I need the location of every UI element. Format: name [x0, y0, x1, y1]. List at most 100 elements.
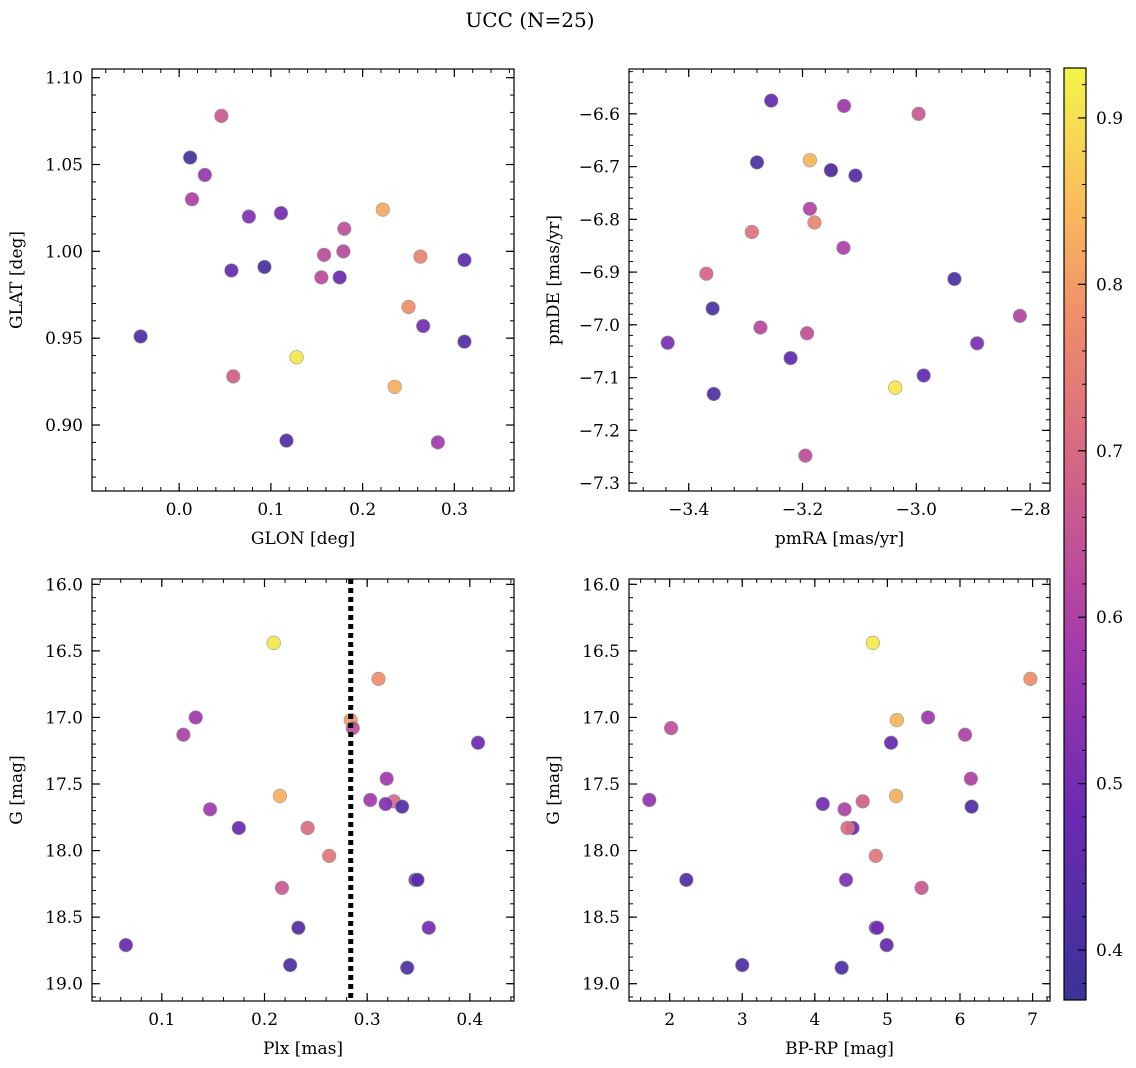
scatter-point — [735, 957, 750, 973]
scatter-point — [226, 369, 241, 384]
scatter-point — [176, 727, 191, 742]
y-tick-label: 18.5 — [582, 908, 620, 928]
y-tick-label: 1.05 — [45, 156, 83, 176]
scatter-point — [836, 98, 852, 114]
scatter-point — [699, 266, 714, 281]
scatter-point — [764, 93, 779, 108]
scatter-point — [889, 713, 904, 728]
scatter-point — [337, 221, 352, 236]
y-tick-label: −7.3 — [579, 474, 620, 494]
scatter-point — [705, 301, 720, 316]
colorbar-gradient — [1063, 67, 1087, 1001]
scatter-point — [241, 209, 256, 224]
scatter-point — [214, 108, 229, 123]
scatter-point — [837, 802, 852, 817]
scatter-point — [283, 957, 298, 973]
scatter-point — [920, 710, 936, 725]
scatter-point — [749, 155, 765, 170]
scatter-point — [855, 794, 870, 809]
panel-plx-g: 0.1 0.2 0.3 0.4 16.0 16.5 17.0 17.5 18.0 18.5 19.0… — [7, 575, 515, 1059]
scatter-point — [783, 350, 798, 366]
scatter-point — [430, 435, 445, 450]
scatter-point — [815, 796, 830, 812]
y-tick-label: 1.00 — [45, 242, 83, 262]
y-tick-label: 19.0 — [582, 975, 620, 995]
scatter-point — [332, 270, 347, 285]
scatter-point — [410, 872, 425, 887]
scatter-point — [888, 380, 903, 395]
scatter-point — [416, 318, 431, 334]
scatter-point — [279, 433, 294, 448]
colorbar-tick-label: 0.9 — [1096, 109, 1123, 129]
scatter-point — [802, 153, 818, 168]
x-tick-label: 0.3 — [354, 1010, 381, 1030]
scatter-point — [970, 336, 985, 351]
x-tick-label: 0.1 — [148, 1010, 175, 1030]
x-tick-label: 0.0 — [166, 500, 193, 520]
scatter-point — [188, 710, 203, 725]
scatter-point — [257, 259, 272, 275]
scatter-point — [916, 368, 931, 383]
x-axis-label: Plx [mas] — [263, 1039, 343, 1059]
y-tick-label: 17.5 — [582, 775, 620, 795]
colorbar-tick-label: 0.8 — [1096, 275, 1123, 295]
scatter-point — [807, 215, 822, 230]
scatter-point — [663, 720, 679, 736]
x-tick-label: −3.4 — [668, 500, 709, 520]
x-axis-label: BP-RP [mag] — [785, 1039, 894, 1059]
x-tick-label: 4 — [809, 1010, 820, 1030]
y-tick-label: 16.0 — [45, 575, 83, 595]
x-tick-label: 6 — [955, 1010, 966, 1030]
y-tick-label: −6.6 — [579, 105, 620, 125]
y-tick-label: 1.10 — [45, 69, 83, 89]
y-tick-label: −6.7 — [579, 158, 620, 178]
colorbar-tick-label: 0.5 — [1096, 775, 1123, 795]
panel-pmra-pmde: −3.4 −3.2 −3.0 −2.8 −7.3 −7.2 −7.1 −7.0 −6.9 −6.8… — [544, 68, 1051, 549]
x-tick-label: 3 — [737, 1010, 748, 1030]
x-tick-label: 2 — [664, 1010, 675, 1030]
panels: 0.0 0.1 0.2 0.3 0.90 0.95 1.00 1.05 1.10 GLON [de… — [7, 68, 1051, 1059]
scatter-point — [753, 320, 768, 335]
scatter-point — [375, 202, 390, 217]
scatter-point — [224, 263, 239, 278]
scatter-point — [231, 820, 246, 836]
scatter-point — [836, 240, 851, 255]
scatter-point — [834, 960, 849, 975]
scatter-point — [848, 168, 863, 183]
scatter-point — [202, 802, 218, 817]
scatter-point — [184, 192, 200, 207]
colorbar: 0.4 0.5 0.6 0.7 0.8 0.9 — [1063, 67, 1123, 1001]
axes-frame — [91, 578, 515, 1002]
scatter-point — [400, 960, 415, 975]
y-tick-label: 17.5 — [45, 775, 83, 795]
scatter-point — [289, 350, 304, 365]
y-axis-label: pmDE [mas/yr] — [544, 215, 564, 345]
scatter-point — [914, 880, 929, 895]
y-tick-label: 16.5 — [582, 642, 620, 662]
y-tick-label: 16.0 — [582, 575, 620, 595]
figure-title: UCC (N=25) — [465, 8, 594, 32]
scatter-point — [802, 201, 818, 216]
scatter-point — [870, 920, 885, 935]
y-tick-label: 0.90 — [45, 416, 83, 436]
panel-glon-glat: 0.0 0.1 0.2 0.3 0.90 0.95 1.00 1.05 1.10 GLON [de… — [7, 68, 515, 549]
scatter-point — [183, 150, 198, 165]
scatter-point — [457, 252, 472, 268]
scatter-point — [133, 329, 148, 344]
scatter-point — [799, 326, 815, 341]
scatter-point — [378, 796, 393, 812]
x-tick-label: 5 — [882, 1010, 893, 1030]
scatter-point — [865, 635, 880, 650]
scatter-point — [197, 167, 212, 183]
x-tick-label: 0.1 — [257, 500, 284, 520]
y-tick-label: 17.0 — [582, 708, 620, 728]
colorbar-tick-label: 0.6 — [1096, 608, 1123, 628]
y-tick-label: 18.0 — [45, 842, 83, 862]
y-tick-label: −7.1 — [579, 369, 620, 389]
axes-frame — [628, 578, 1051, 1002]
scatter-point — [118, 937, 133, 953]
scatter-point — [291, 920, 306, 935]
scatter-point — [379, 771, 394, 786]
x-tick-label: 0.4 — [456, 1010, 483, 1030]
